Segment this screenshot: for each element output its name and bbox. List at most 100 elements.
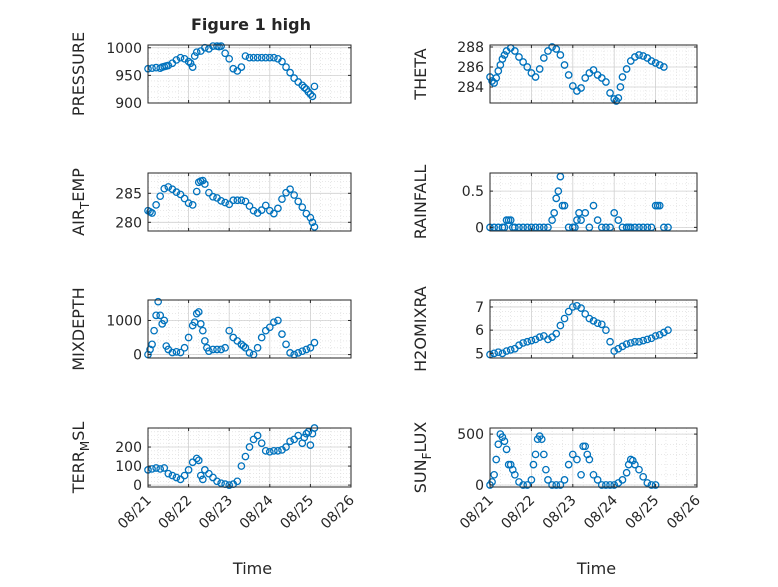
data-point [217, 42, 225, 50]
data-point [257, 206, 266, 214]
data-point [196, 320, 205, 328]
data-point [168, 471, 177, 480]
data-point [655, 330, 664, 339]
data-point [529, 460, 538, 469]
data-point [556, 51, 565, 59]
data-point [502, 445, 511, 454]
subplot-pressure: 900 950 1000 PRESSURE [69, 32, 352, 116]
data-point [205, 347, 213, 356]
x-tick-label: 08/22 [156, 493, 196, 533]
subplot-rainfall: 0 0.5 RAINFALL [411, 165, 698, 239]
data-point [639, 336, 648, 345]
data-point [560, 314, 569, 323]
data-point [290, 191, 299, 199]
data-point [664, 326, 672, 335]
data-point [527, 336, 536, 345]
y-tick-label: 200 [115, 440, 142, 456]
data-point [306, 90, 315, 99]
data-point [233, 196, 242, 205]
data-point [286, 68, 294, 77]
data-point [498, 349, 507, 358]
data-point [310, 338, 319, 347]
data-point [180, 194, 189, 203]
data-point [302, 345, 311, 354]
data-point [639, 472, 648, 481]
data-point [560, 476, 569, 484]
data-point [626, 57, 635, 65]
data-point [160, 316, 169, 325]
data-point [148, 209, 156, 217]
data-point [602, 481, 610, 489]
data-point [239, 342, 248, 350]
data-point [585, 314, 594, 323]
data-point [200, 180, 209, 188]
data-point [200, 466, 209, 474]
x-tick-label: 08/25 [277, 493, 317, 533]
data-point [160, 184, 169, 193]
data-point [257, 333, 266, 342]
data-point [184, 333, 193, 342]
axes-box [489, 427, 698, 488]
data-point [225, 54, 234, 63]
plot-area [490, 300, 697, 358]
data-point [568, 82, 577, 90]
data-point [209, 473, 217, 482]
data-point [209, 192, 217, 201]
data-point [631, 337, 639, 346]
data-point [515, 341, 523, 350]
data-point [154, 297, 162, 306]
data-point [589, 66, 598, 74]
figure-title: Figure 1 high [191, 15, 311, 34]
data-point [581, 209, 590, 217]
data-point [577, 216, 585, 224]
y-tick-label: 1000 [106, 41, 142, 57]
data-point [213, 477, 221, 486]
x-tick-label: 08/24 [581, 492, 621, 532]
data-point [548, 216, 556, 224]
data-point [556, 321, 565, 330]
data-point [494, 440, 503, 449]
data-point [184, 57, 193, 66]
data-point [245, 53, 254, 62]
data-point [519, 481, 527, 489]
data-point [225, 481, 234, 489]
data-point [274, 446, 282, 455]
data-point [245, 443, 254, 451]
data-point [180, 471, 189, 480]
data-point [270, 53, 278, 62]
data-point [270, 318, 278, 327]
data-point [261, 446, 270, 455]
data-point [589, 201, 598, 210]
data-point [148, 64, 156, 73]
data-point [172, 473, 181, 482]
y-axis-label: AIRTEMP [69, 168, 92, 236]
data-point [581, 74, 590, 82]
y-axis-label: PRESSURE [69, 32, 88, 116]
data-point [298, 203, 307, 212]
data-point [622, 65, 631, 73]
data-point [548, 43, 556, 51]
data-point [265, 323, 274, 332]
data-point [631, 460, 639, 469]
data-point [492, 74, 501, 82]
data-point [184, 466, 193, 474]
data-point [527, 69, 536, 77]
plot-area [148, 45, 351, 103]
data-point [552, 329, 561, 338]
data-point [651, 332, 660, 340]
y-tick-label: 0 [133, 478, 142, 494]
y-axis-label: TERRMSL [69, 422, 92, 495]
data-point [245, 202, 254, 210]
data-point [527, 476, 536, 484]
data-point [184, 199, 193, 208]
y-tick-label: 0.5 [462, 184, 484, 200]
data-point [560, 61, 569, 69]
data-point [660, 328, 668, 337]
x-tick-label: 08/24 [237, 492, 277, 532]
data-point [573, 301, 581, 310]
data-point [237, 462, 246, 470]
x-tick-label: 08/26 [664, 492, 704, 532]
data-point [237, 63, 246, 71]
x-axis-label: Time [232, 559, 272, 578]
data-point [229, 64, 238, 73]
